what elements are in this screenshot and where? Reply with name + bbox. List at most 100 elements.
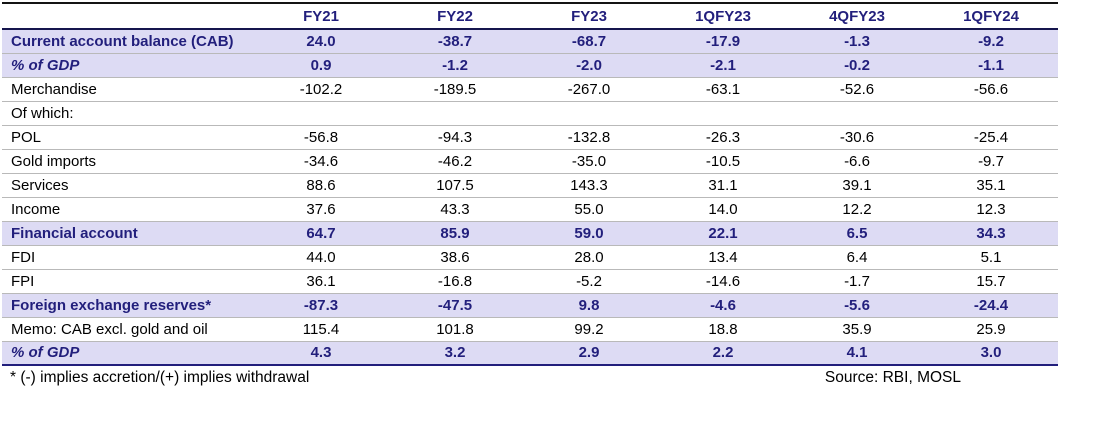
cell-value: -9.2 (924, 29, 1058, 54)
row-label: Current account balance (CAB) (2, 29, 254, 54)
cell-value: -0.2 (790, 53, 924, 78)
cell-value: -52.6 (790, 77, 924, 102)
row-label: Income (2, 197, 254, 222)
cell-value: -56.8 (254, 125, 388, 150)
row-label: Financial account (2, 221, 254, 246)
cell-value: 22.1 (656, 221, 790, 246)
column-header-fy22: FY22 (388, 2, 522, 30)
cell-value: -46.2 (388, 149, 522, 174)
table-row: Gold imports -34.6 -46.2 -35.0 -10.5 -6.6 -9.7 (2, 149, 1058, 174)
cell-value: -68.7 (522, 29, 656, 54)
cell-value: -35.0 (522, 149, 656, 174)
table-row: % of GDP 0.9 -1.2 -2.0 -2.1 -0.2 -1.1 (2, 53, 1058, 78)
cell-value: 38.6 (388, 245, 522, 270)
cell-value: 31.1 (656, 173, 790, 198)
table-row: % of GDP 4.3 3.2 2.9 2.2 4.1 3.0 (2, 341, 1058, 366)
table-row: Income 37.6 43.3 55.0 14.0 12.2 12.3 (2, 197, 1058, 222)
cell-value: -132.8 (522, 125, 656, 150)
column-header-fy23: FY23 (522, 2, 656, 30)
row-label: Of which: (2, 101, 254, 126)
corner-cell (2, 2, 254, 30)
row-label: FPI (2, 269, 254, 294)
column-header-4qfy23: 4QFY23 (790, 2, 924, 30)
cell-value: 6.5 (790, 221, 924, 246)
column-header-1qfy23: 1QFY23 (656, 2, 790, 30)
cell-value: -94.3 (388, 125, 522, 150)
table-row: Memo: CAB excl. gold and oil 115.4 101.8 99… (2, 317, 1058, 342)
row-label: Memo: CAB excl. gold and oil (2, 317, 254, 342)
cell-value: 24.0 (254, 29, 388, 54)
cell-value (790, 101, 924, 126)
cell-value: 3.0 (924, 341, 1058, 366)
cell-value: 35.9 (790, 317, 924, 342)
cell-value: 59.0 (522, 221, 656, 246)
cell-value (388, 101, 522, 126)
cell-value: 12.3 (924, 197, 1058, 222)
row-label: Merchandise (2, 77, 254, 102)
cell-value: 2.9 (522, 341, 656, 366)
cell-value: -102.2 (254, 77, 388, 102)
cell-value: -56.6 (924, 77, 1058, 102)
cell-value: 2.2 (656, 341, 790, 366)
cell-value (522, 101, 656, 126)
cell-value: 25.9 (924, 317, 1058, 342)
header-row: FY21 FY22 FY23 1QFY23 4QFY23 1QFY24 (2, 2, 1058, 30)
cell-value: 28.0 (522, 245, 656, 270)
cell-value: 36.1 (254, 269, 388, 294)
row-label: Gold imports (2, 149, 254, 174)
cell-value: 18.8 (656, 317, 790, 342)
cell-value: -14.6 (656, 269, 790, 294)
cell-value: -34.6 (254, 149, 388, 174)
cell-value: -267.0 (522, 77, 656, 102)
table-row: Merchandise -102.2 -189.5 -267.0 -63.1 -52.6-… (2, 77, 1058, 102)
cell-value: -17.9 (656, 29, 790, 54)
cell-value: 44.0 (254, 245, 388, 270)
cell-value: -1.7 (790, 269, 924, 294)
table-row: Financial account 64.7 85.9 59.0 22.1 6.5 34.3 (2, 221, 1058, 246)
cell-value: 34.3 (924, 221, 1058, 246)
cell-value: 55.0 (522, 197, 656, 222)
row-label: FDI (2, 245, 254, 270)
table-row: Current account balance (CAB) 24.0 -38.7 -6… (2, 29, 1058, 54)
cell-value: 35.1 (924, 173, 1058, 198)
cell-value: -6.6 (790, 149, 924, 174)
cell-value: 88.6 (254, 173, 388, 198)
cell-value: 15.7 (924, 269, 1058, 294)
cell-value: -30.6 (790, 125, 924, 150)
cell-value: -9.7 (924, 149, 1058, 174)
column-header-1qfy24: 1QFY24 (924, 2, 1058, 30)
cell-value: 13.4 (656, 245, 790, 270)
table-row: FPI 36.1 -16.8 -5.2 -14.6 -1.7 15.7 (2, 269, 1058, 294)
table-row: Of which: (2, 101, 1058, 126)
table-row: Foreign exchange reserves* -87.3 -47.5 9.8-… (2, 293, 1058, 318)
cell-value: 5.1 (924, 245, 1058, 270)
cell-value: -47.5 (388, 293, 522, 318)
cell-value: -38.7 (388, 29, 522, 54)
cell-value: -5.6 (790, 293, 924, 318)
cell-value: -25.4 (924, 125, 1058, 150)
cell-value: -24.4 (924, 293, 1058, 318)
cell-value: -5.2 (522, 269, 656, 294)
table-row: Services 88.6 107.5 143.3 31.1 39.1 35.1 (2, 173, 1058, 198)
cell-value: 3.2 (388, 341, 522, 366)
row-label: POL (2, 125, 254, 150)
row-label: % of GDP (2, 341, 254, 366)
row-label: Foreign exchange reserves* (2, 293, 254, 318)
cell-value (656, 101, 790, 126)
table-footer: * (-) implies accretion/(+) implies with… (2, 366, 1058, 387)
table-row: POL -56.8 -94.3 -132.8 -26.3 -30.6 -25.4 (2, 125, 1058, 150)
cell-value: -87.3 (254, 293, 388, 318)
cell-value: 14.0 (656, 197, 790, 222)
cell-value: 64.7 (254, 221, 388, 246)
cell-value: 143.3 (522, 173, 656, 198)
cell-value: 0.9 (254, 53, 388, 78)
cell-value: -189.5 (388, 77, 522, 102)
cell-value: -16.8 (388, 269, 522, 294)
cell-value: 85.9 (388, 221, 522, 246)
cell-value: 6.4 (790, 245, 924, 270)
cell-value: 12.2 (790, 197, 924, 222)
cell-value (254, 101, 388, 126)
cell-value: 115.4 (254, 317, 388, 342)
cell-value: -2.0 (522, 53, 656, 78)
cell-value: 43.3 (388, 197, 522, 222)
